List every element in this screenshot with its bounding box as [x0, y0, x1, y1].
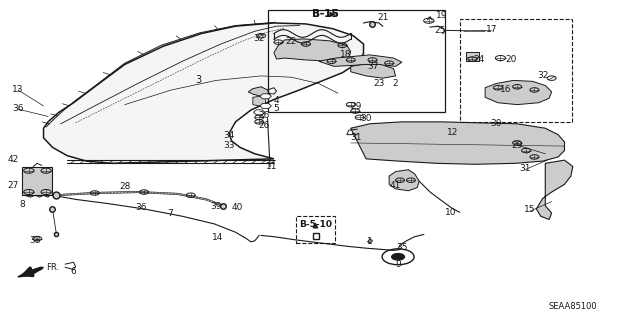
- Text: 16: 16: [500, 85, 511, 94]
- Text: B-5-10: B-5-10: [299, 220, 332, 229]
- Text: 26: 26: [258, 111, 269, 120]
- Text: 33: 33: [223, 141, 235, 150]
- Text: 29: 29: [350, 102, 362, 111]
- Text: 4: 4: [274, 96, 279, 105]
- Bar: [460, 19, 572, 122]
- Text: B-15: B-15: [312, 9, 339, 19]
- Polygon shape: [24, 167, 50, 197]
- Text: 31: 31: [350, 133, 362, 142]
- Text: 19: 19: [436, 11, 447, 20]
- Text: 3: 3: [195, 75, 202, 85]
- Polygon shape: [319, 55, 402, 66]
- Polygon shape: [274, 39, 351, 61]
- Polygon shape: [389, 170, 419, 191]
- Text: 15: 15: [524, 205, 536, 214]
- Polygon shape: [536, 160, 573, 219]
- Text: 32: 32: [537, 71, 548, 80]
- Text: 24: 24: [473, 55, 484, 63]
- Text: 7: 7: [167, 209, 172, 218]
- Text: 17: 17: [486, 25, 497, 34]
- Text: 25: 25: [435, 26, 446, 35]
- Text: 2: 2: [393, 79, 398, 88]
- Text: 35: 35: [396, 243, 408, 252]
- Text: 21: 21: [377, 13, 388, 22]
- Text: 18: 18: [340, 50, 351, 59]
- Bar: [268, 10, 445, 112]
- Polygon shape: [22, 167, 52, 195]
- Text: 10: 10: [445, 208, 457, 217]
- Bar: [296, 216, 335, 243]
- Text: 42: 42: [7, 155, 19, 164]
- Text: 26: 26: [258, 121, 269, 130]
- Text: 23: 23: [373, 79, 385, 88]
- Text: 30: 30: [360, 114, 372, 123]
- Text: B-15: B-15: [312, 9, 342, 19]
- Text: SEAA85100: SEAA85100: [548, 302, 597, 311]
- Text: 20: 20: [505, 55, 516, 63]
- Text: 9: 9: [396, 260, 401, 269]
- Text: 29: 29: [511, 141, 523, 150]
- Polygon shape: [485, 80, 552, 105]
- Text: 34: 34: [223, 131, 235, 140]
- Text: 27: 27: [7, 181, 19, 189]
- Text: 8: 8: [20, 200, 25, 209]
- Text: FR.: FR.: [46, 263, 60, 272]
- Polygon shape: [253, 110, 265, 115]
- Text: 38: 38: [29, 236, 41, 245]
- Text: 39: 39: [210, 202, 221, 211]
- Polygon shape: [44, 23, 364, 163]
- Circle shape: [392, 254, 404, 260]
- Text: 5: 5: [274, 104, 279, 113]
- Text: 1: 1: [367, 237, 372, 246]
- Text: 12: 12: [447, 128, 459, 137]
- Polygon shape: [260, 94, 271, 99]
- Text: 32: 32: [253, 34, 265, 43]
- Text: 13: 13: [12, 85, 24, 94]
- Text: 22: 22: [285, 37, 297, 46]
- Polygon shape: [351, 64, 396, 78]
- Text: 11: 11: [266, 162, 277, 171]
- Polygon shape: [248, 87, 270, 98]
- Text: 36: 36: [135, 203, 147, 212]
- Text: 30: 30: [490, 119, 502, 128]
- Polygon shape: [260, 103, 271, 108]
- Text: 28: 28: [119, 182, 131, 191]
- Text: 14: 14: [212, 233, 223, 242]
- Text: 31: 31: [519, 164, 531, 173]
- Polygon shape: [466, 52, 479, 61]
- Polygon shape: [351, 122, 564, 164]
- Text: 36: 36: [12, 104, 24, 113]
- Text: 37: 37: [367, 63, 379, 71]
- Text: 40: 40: [231, 204, 243, 212]
- Polygon shape: [18, 267, 44, 277]
- Text: 6: 6: [71, 267, 76, 276]
- Polygon shape: [253, 96, 266, 106]
- Text: 41: 41: [390, 181, 401, 190]
